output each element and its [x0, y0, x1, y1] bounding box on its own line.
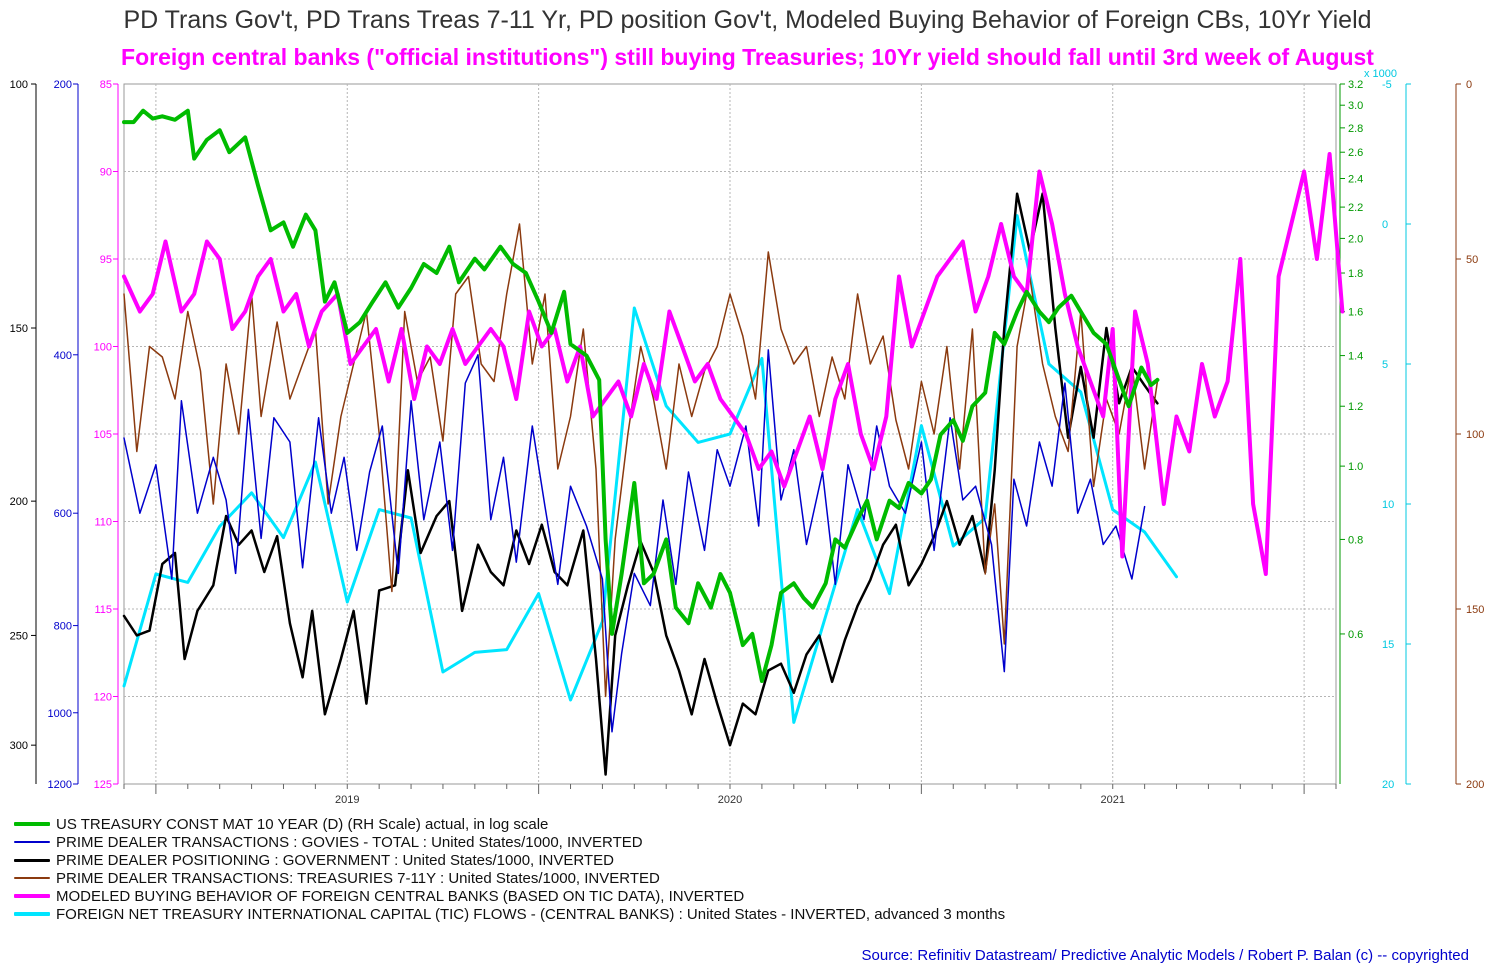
magenta-axis-tick-label: 110 — [94, 517, 112, 529]
yield-line — [122, 108, 1160, 683]
green-axis-tick-label: 3.0 — [1348, 100, 1363, 112]
green-axis-tick-label: 2.6 — [1348, 147, 1363, 159]
black-axis-tick-label: 200 — [10, 496, 28, 508]
legend-item-position: PRIME DEALER POSITIONING : GOVERNMENT : … — [14, 851, 1005, 869]
black-axis-tick-label: 300 — [10, 740, 28, 752]
cyan-axis-tick-label: 5 — [1382, 359, 1388, 371]
green-axis-tick-label: 2.4 — [1348, 174, 1363, 186]
blue-axis-tick-label: 1000 — [48, 708, 72, 720]
brown-axis-tick-label: 150 — [1466, 604, 1484, 616]
green-axis-tick-label: 1.8 — [1348, 268, 1363, 280]
green-axis-tick-label: 1.0 — [1348, 461, 1363, 473]
legend-swatch-govies — [14, 841, 50, 843]
legend-item-treas711: PRIME DEALER TRANSACTIONS: TREASURIES 7-… — [14, 869, 1005, 887]
legend-item-foreign: MODELED BUYING BEHAVIOR OF FOREIGN CENTR… — [14, 887, 1005, 905]
magenta-axis-tick-label: 100 — [94, 342, 112, 354]
blue-axis-tick-label: 600 — [54, 508, 72, 520]
legend-label-govies: PRIME DEALER TRANSACTIONS : GOVIES - TOT… — [56, 833, 643, 851]
green-axis-tick-label: 0.8 — [1348, 534, 1363, 546]
cyan-axis-tick-label: 10 — [1382, 499, 1394, 511]
green-axis-tick-label: 3.2 — [1348, 79, 1363, 91]
legend-item-yield: US TREASURY CONST MAT 10 YEAR (D) (RH Sc… — [14, 815, 1005, 833]
tic-flows-line — [122, 214, 1178, 724]
magenta-axis-tick-label: 105 — [94, 429, 112, 441]
cyan-axis-tick-label: 0 — [1382, 219, 1388, 231]
legend-item-tic: FOREIGN NET TREASURY INTERNATIONAL CAPIT… — [14, 905, 1005, 923]
chart-subtitle: Foreign central banks ("official institu… — [121, 44, 1374, 70]
legend-swatch-foreign — [14, 894, 50, 898]
magenta-axis-tick-label: 125 — [94, 779, 112, 791]
blue-axis-tick-label: 1200 — [48, 779, 72, 791]
green-axis-tick-label: 2.0 — [1348, 233, 1363, 245]
brown-axis-tick-label: 0 — [1466, 79, 1472, 91]
green-axis-tick-label: 2.2 — [1348, 202, 1363, 214]
foreign-cb-line — [122, 152, 1345, 576]
brown-axis-tick-label: 50 — [1466, 254, 1478, 266]
black-axis-tick-label: 250 — [10, 630, 28, 642]
magenta-axis-tick-label: 120 — [94, 692, 112, 704]
position-line — [122, 192, 1159, 776]
cyan-axis-unit: x 1000 — [1364, 68, 1397, 80]
legend-item-govies: PRIME DEALER TRANSACTIONS : GOVIES - TOT… — [14, 833, 1005, 851]
brown-axis-tick-label: 200 — [1466, 779, 1484, 791]
blue-axis-tick-label: 200 — [54, 79, 72, 91]
x-tick-label: 2021 — [1100, 794, 1124, 806]
legend-label-foreign: MODELED BUYING BEHAVIOR OF FOREIGN CENTR… — [56, 887, 745, 905]
blue-axis-tick-label: 400 — [54, 350, 72, 362]
green-axis-tick-label: 1.2 — [1348, 401, 1363, 413]
green-axis-tick-label: 2.8 — [1348, 123, 1363, 135]
x-tick-label: 2019 — [335, 794, 359, 806]
magenta-axis-tick-label: 115 — [94, 604, 112, 616]
chart-title: PD Trans Gov't, PD Trans Treas 7-11 Yr, … — [123, 6, 1372, 34]
legend-swatch-position — [14, 858, 50, 862]
legend: US TREASURY CONST MAT 10 YEAR (D) (RH Sc… — [14, 815, 1005, 923]
legend-label-yield: US TREASURY CONST MAT 10 YEAR (D) (RH Sc… — [56, 815, 549, 833]
x-tick-label: 2020 — [718, 794, 742, 806]
legend-swatch-yield — [14, 822, 50, 826]
cyan-axis-tick-label: -5 — [1382, 79, 1392, 91]
source-note: Source: Refinitiv Datastream/ Predictive… — [861, 947, 1469, 964]
legend-label-tic: FOREIGN NET TREASURY INTERNATIONAL CAPIT… — [56, 905, 1006, 923]
legend-swatch-treas711 — [14, 877, 50, 879]
magenta-axis-tick-label: 85 — [100, 79, 112, 91]
black-axis-tick-label: 150 — [10, 323, 28, 335]
black-axis-tick-label: 100 — [10, 79, 28, 91]
green-axis-tick-label: 1.4 — [1348, 351, 1363, 363]
legend-label-treas711: PRIME DEALER TRANSACTIONS: TREASURIES 7-… — [56, 869, 660, 887]
blue-axis-tick-label: 800 — [54, 621, 72, 633]
brown-axis-tick-label: 100 — [1466, 429, 1484, 441]
legend-label-position: PRIME DEALER POSITIONING : GOVERNMENT : … — [56, 851, 614, 869]
treas711-line — [123, 223, 1159, 698]
magenta-axis-tick-label: 95 — [100, 254, 112, 266]
magenta-axis-tick-label: 90 — [100, 167, 112, 179]
green-axis-tick-label: 1.6 — [1348, 307, 1363, 319]
cyan-axis-tick-label: 15 — [1382, 639, 1394, 651]
legend-swatch-tic — [14, 912, 50, 916]
cyan-axis-tick-label: 20 — [1382, 779, 1394, 791]
green-axis-tick-label: 0.6 — [1348, 629, 1363, 641]
govies-line — [123, 349, 1146, 733]
